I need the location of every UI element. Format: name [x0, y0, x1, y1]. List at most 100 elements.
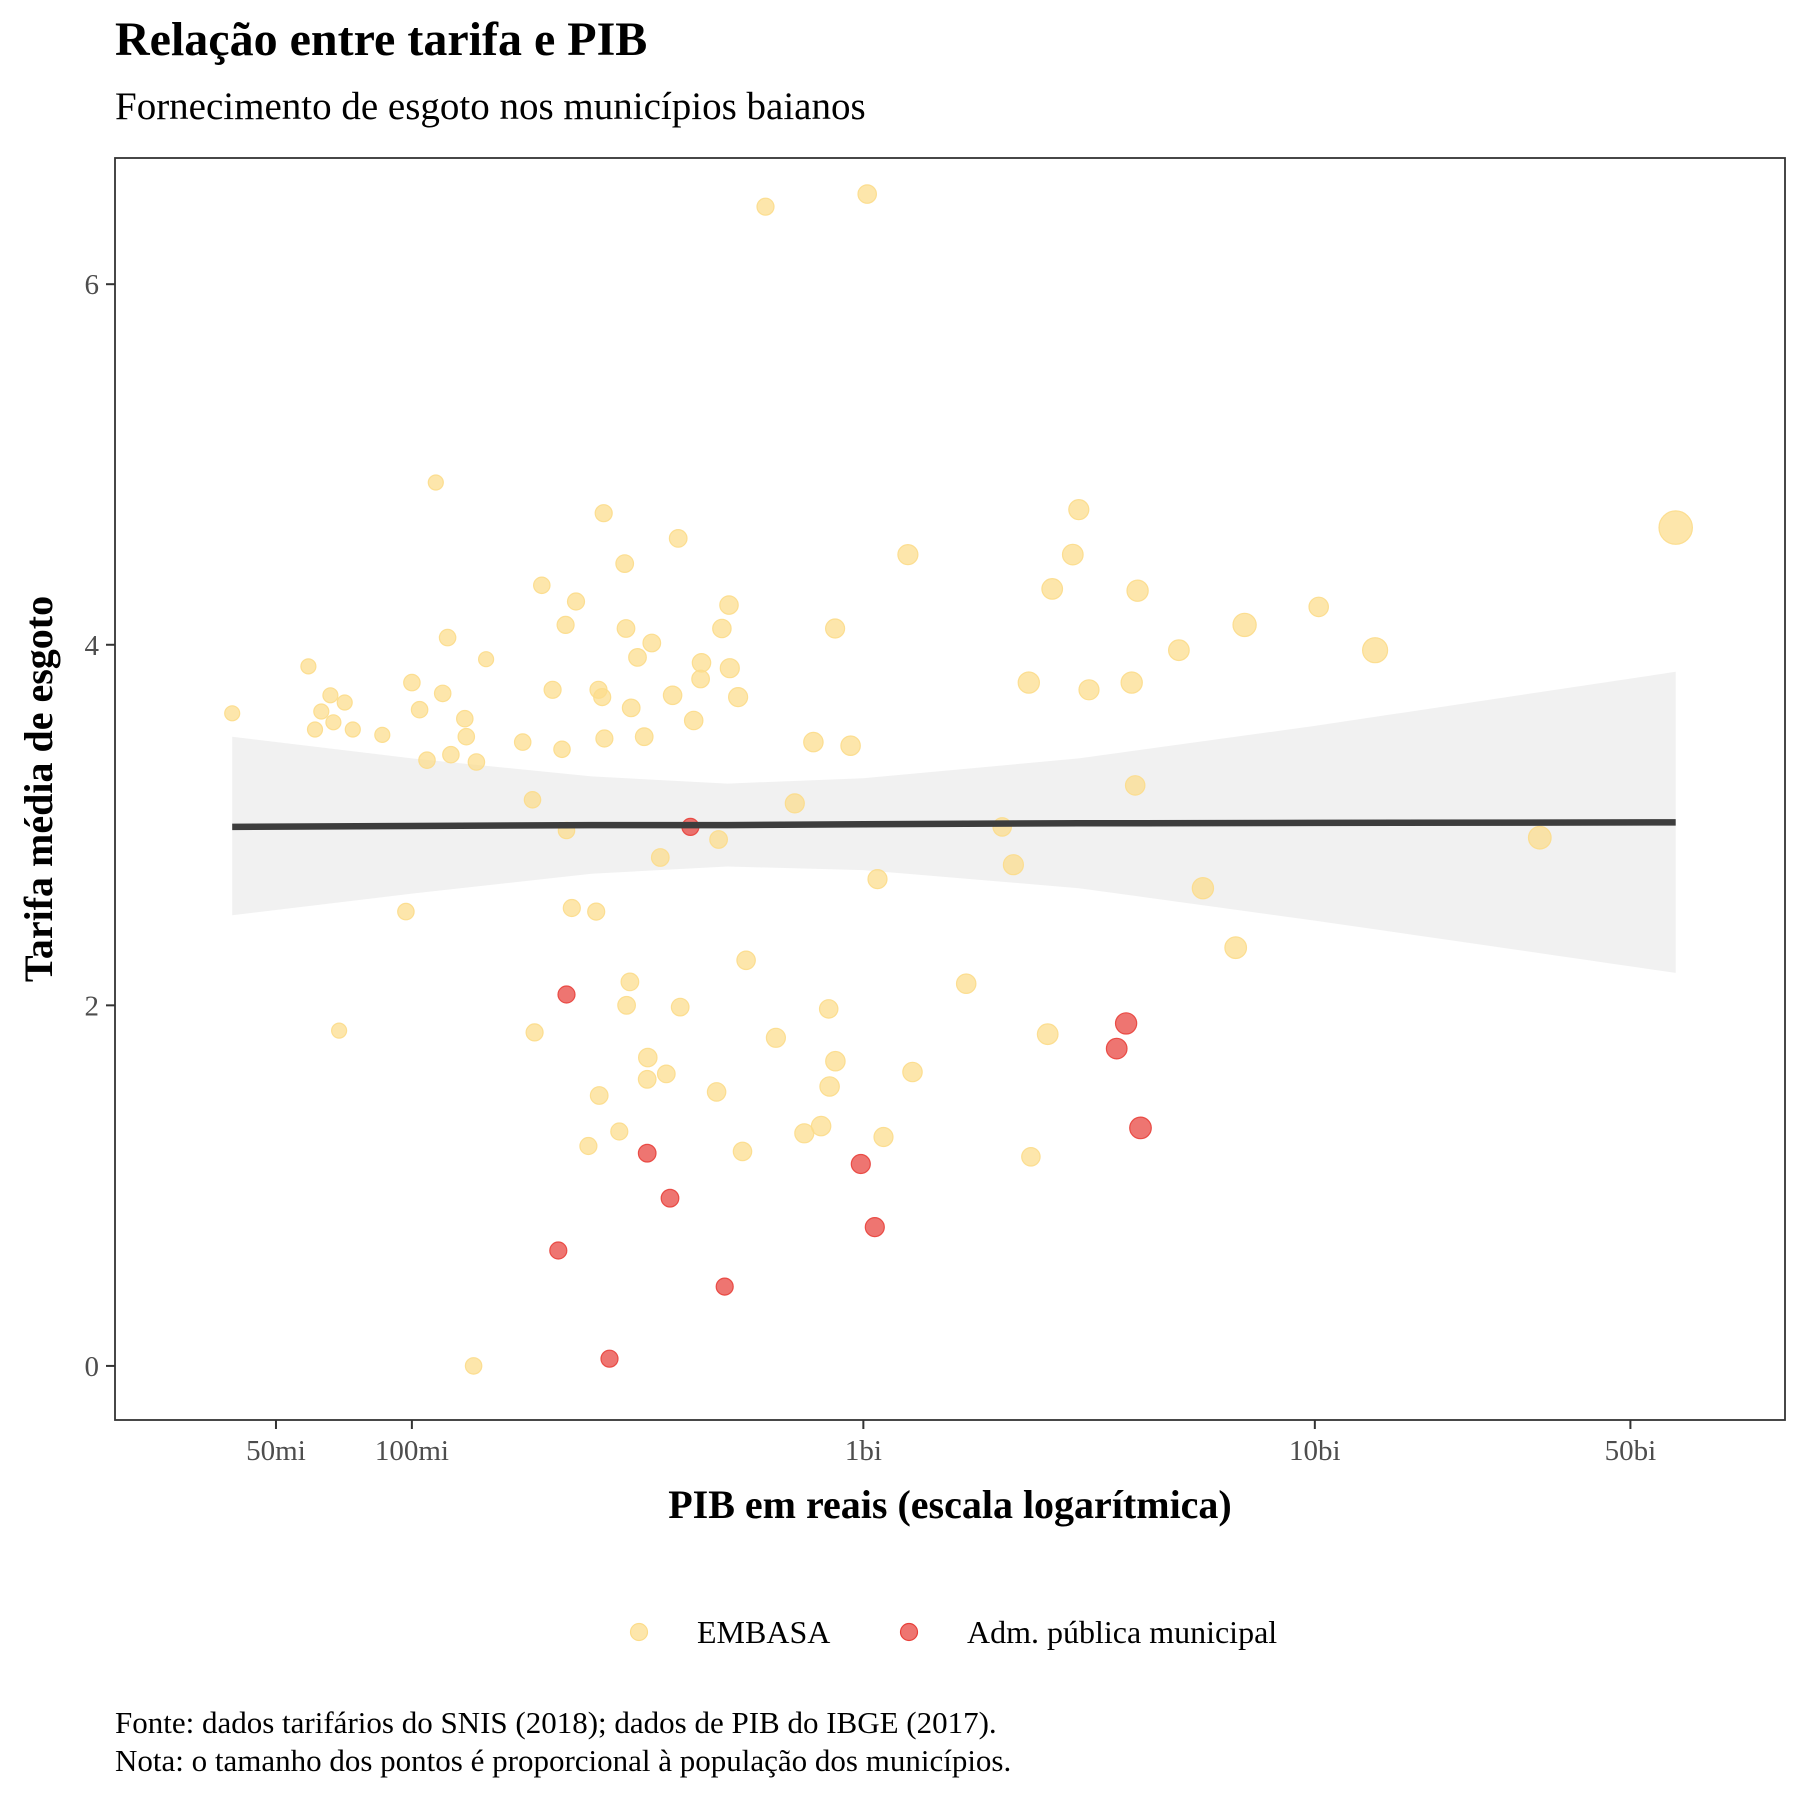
data-point	[1105, 1037, 1128, 1060]
data-point	[467, 753, 486, 771]
data-point	[553, 740, 571, 759]
data-point	[818, 999, 839, 1019]
data-point	[662, 685, 683, 706]
chart-title: Relação entre tarifa e PIB	[115, 13, 648, 66]
trend-line-layer	[232, 819, 1676, 831]
data-point	[600, 1349, 619, 1368]
legend-item: EMBASA	[629, 1614, 830, 1650]
data-point	[824, 618, 846, 639]
data-point	[556, 615, 575, 635]
x-axis-title: PIB em reais (escala logarítmica)	[668, 1482, 1232, 1527]
data-point	[1036, 1023, 1059, 1046]
data-point	[562, 898, 581, 918]
data-point	[617, 995, 636, 1015]
data-point	[322, 687, 339, 704]
data-point	[668, 529, 688, 548]
chart-subtitle: Fornecimento de esgoto nos municípios ba…	[115, 85, 866, 128]
data-point	[719, 595, 739, 615]
data-point	[1308, 596, 1329, 618]
data-point	[709, 830, 728, 849]
data-point	[397, 902, 415, 921]
data-point	[765, 1027, 787, 1048]
data-point	[525, 1023, 544, 1042]
data-point	[1232, 612, 1257, 638]
data-point	[523, 790, 542, 809]
data-point	[1658, 510, 1694, 545]
data-point	[670, 997, 690, 1017]
data-point	[810, 1115, 832, 1137]
data-point	[1361, 637, 1389, 664]
data-point	[543, 680, 562, 699]
data-point	[1191, 877, 1215, 900]
y-tick-label: 4	[85, 630, 100, 662]
data-point	[433, 684, 452, 703]
data-point	[427, 474, 444, 491]
data-point	[857, 184, 877, 204]
data-point	[532, 576, 551, 595]
y-tick-label: 0	[85, 1351, 100, 1383]
x-tick-label: 100mi	[375, 1435, 449, 1467]
x-tick-label: 1bi	[845, 1435, 882, 1467]
data-point	[1167, 639, 1190, 662]
data-point	[616, 619, 636, 638]
caption-source: Fonte: dados tarifários do SNIS (2018); …	[115, 1705, 997, 1740]
data-point	[1021, 1147, 1041, 1167]
data-point	[589, 1086, 609, 1105]
data-point	[410, 700, 429, 719]
legend-label: EMBASA	[697, 1614, 830, 1650]
data-point	[621, 698, 641, 718]
data-point	[1041, 578, 1064, 600]
data-point	[331, 1022, 348, 1039]
data-point	[306, 721, 324, 738]
data-point	[593, 687, 612, 707]
data-point	[637, 1047, 658, 1068]
y-axis-title: Tarifa média de esgoto	[16, 596, 61, 982]
legend-item: Adm. pública municipal	[899, 1614, 1277, 1650]
data-point	[1114, 1012, 1138, 1035]
data-point	[587, 902, 606, 921]
data-point	[902, 1061, 923, 1083]
y-tick-label: 2	[85, 990, 100, 1022]
data-point	[224, 705, 241, 722]
x-tick-label: 10bi	[1289, 1435, 1341, 1467]
data-point	[615, 554, 635, 573]
series-embasa	[224, 184, 1694, 1375]
data-point	[897, 543, 919, 566]
data-point	[637, 1143, 657, 1163]
data-point	[840, 735, 861, 756]
data-point	[595, 729, 614, 748]
data-point	[1124, 775, 1146, 796]
data-point	[566, 592, 586, 611]
data-point	[637, 1069, 657, 1089]
data-point	[455, 709, 474, 728]
data-point	[418, 751, 436, 769]
legend-label: Adm. pública municipal	[967, 1614, 1277, 1650]
x-tick-label: 50mi	[246, 1435, 306, 1467]
x-tick-label: 50bi	[1605, 1435, 1657, 1467]
data-point	[457, 727, 476, 746]
data-point	[549, 1241, 568, 1260]
data-point	[850, 1153, 871, 1175]
series-adm-publica-municipal	[549, 817, 1152, 1368]
data-point	[1068, 499, 1090, 521]
data-point	[594, 504, 613, 523]
caption: Fonte: dados tarifários do SNIS (2018); …	[115, 1704, 1011, 1780]
data-point	[610, 1122, 629, 1141]
caption-note: Nota: o tamanho dos pontos é proporciona…	[115, 1743, 1012, 1778]
data-point	[650, 848, 670, 867]
data-point	[325, 714, 342, 731]
data-point	[513, 733, 532, 751]
data-point	[683, 710, 704, 731]
data-point	[955, 973, 977, 994]
data-point	[715, 1277, 734, 1296]
data-point	[825, 1050, 846, 1072]
y-tick-label: 6	[85, 269, 100, 301]
data-point	[867, 868, 888, 890]
data-point	[300, 658, 317, 675]
data-point	[691, 652, 712, 673]
plot-panel-border	[114, 157, 1786, 1421]
data-point	[1129, 1116, 1152, 1140]
trend-line	[232, 819, 1676, 831]
legend: EMBASA Adm. pública municipal	[629, 1614, 1277, 1650]
data-point	[1078, 679, 1100, 701]
